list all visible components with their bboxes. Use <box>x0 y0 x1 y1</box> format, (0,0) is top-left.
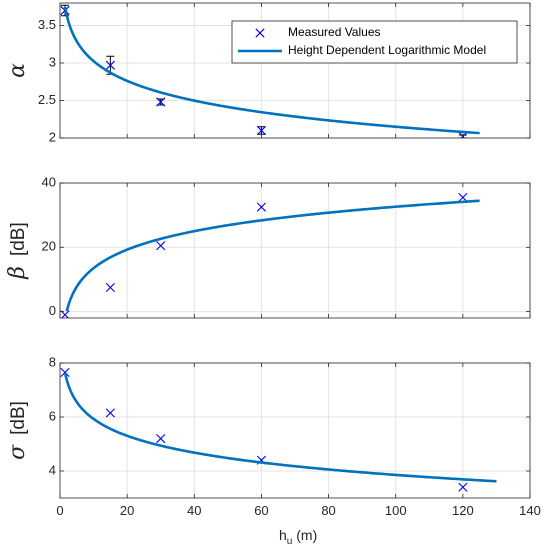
x-tick-label: 60 <box>254 503 268 518</box>
y-tick-label: 40 <box>42 174 56 189</box>
data-point <box>256 202 267 212</box>
y-axis-label-symbol: α <box>5 63 30 78</box>
model-curve <box>63 372 497 483</box>
y-axis-label: σ [dB] <box>5 401 30 460</box>
y-axis-label: α <box>5 63 30 78</box>
y-axis-label-unit: [dB] <box>8 401 29 435</box>
x-tick-label: 100 <box>385 503 407 518</box>
y-tick-label: 6 <box>49 408 56 423</box>
legend-label-model: Height Dependent Logarithmic Model <box>288 43 486 57</box>
data-point <box>156 241 166 251</box>
axes-box <box>59 2 531 139</box>
y-tick-label: 2.5 <box>38 92 56 107</box>
plot-content <box>60 367 497 492</box>
data-point <box>458 192 468 203</box>
x-tick-label: 140 <box>519 503 541 518</box>
x-tick-label: 20 <box>120 503 134 518</box>
x-tick-label: 120 <box>452 503 474 518</box>
y-tick-label: 2 <box>49 129 56 144</box>
y-axis-label-symbol: σ <box>5 444 30 460</box>
x-axis-label-symbol: h <box>279 527 287 543</box>
data-point <box>105 282 115 293</box>
data-point <box>156 97 166 107</box>
x-tick-label: 80 <box>321 503 335 518</box>
y-axis-label: β [dB] <box>5 222 30 280</box>
y-tick-label: 8 <box>49 354 56 369</box>
data-point <box>156 434 166 444</box>
data-point <box>458 482 468 492</box>
y-tick-label: 4 <box>49 462 56 477</box>
y-axis-label-symbol: β <box>5 266 30 280</box>
plot-content <box>60 4 480 138</box>
model-curve <box>65 199 480 312</box>
y-tick-label: 3 <box>49 54 56 69</box>
subplot-2: 0 20 40 β [dB] <box>5 174 531 319</box>
x-axis-label-unit: (m) <box>292 527 317 543</box>
legend-marker-measured <box>255 28 265 38</box>
x-axis-label-subscript: u <box>287 536 293 547</box>
data-point <box>105 60 115 70</box>
y-axis-label-unit: [dB] <box>8 222 29 256</box>
subplot-1: 2 2.5 3 3.5 α Measured Values Height Dependent… <box>5 2 531 144</box>
model-curve <box>63 6 480 135</box>
axes-box <box>59 182 531 319</box>
axes-box <box>59 362 531 499</box>
x-tick-label: 40 <box>187 503 201 518</box>
y-tick-label: 20 <box>42 239 56 254</box>
data-point <box>105 408 115 418</box>
legend-box <box>231 20 518 64</box>
legend-label-measured: Measured Values <box>288 25 381 39</box>
plot-content <box>60 192 480 318</box>
x-tick-label: 0 <box>56 503 63 518</box>
y-tick-label: 3.5 <box>38 17 56 32</box>
data-point <box>60 367 70 378</box>
y-tick-label: 0 <box>49 303 56 318</box>
data-point <box>60 310 70 318</box>
data-point <box>256 125 267 136</box>
legend: Measured Values Height Dependent Logarith… <box>231 20 518 64</box>
x-axis-label: hu (m) <box>279 527 317 547</box>
